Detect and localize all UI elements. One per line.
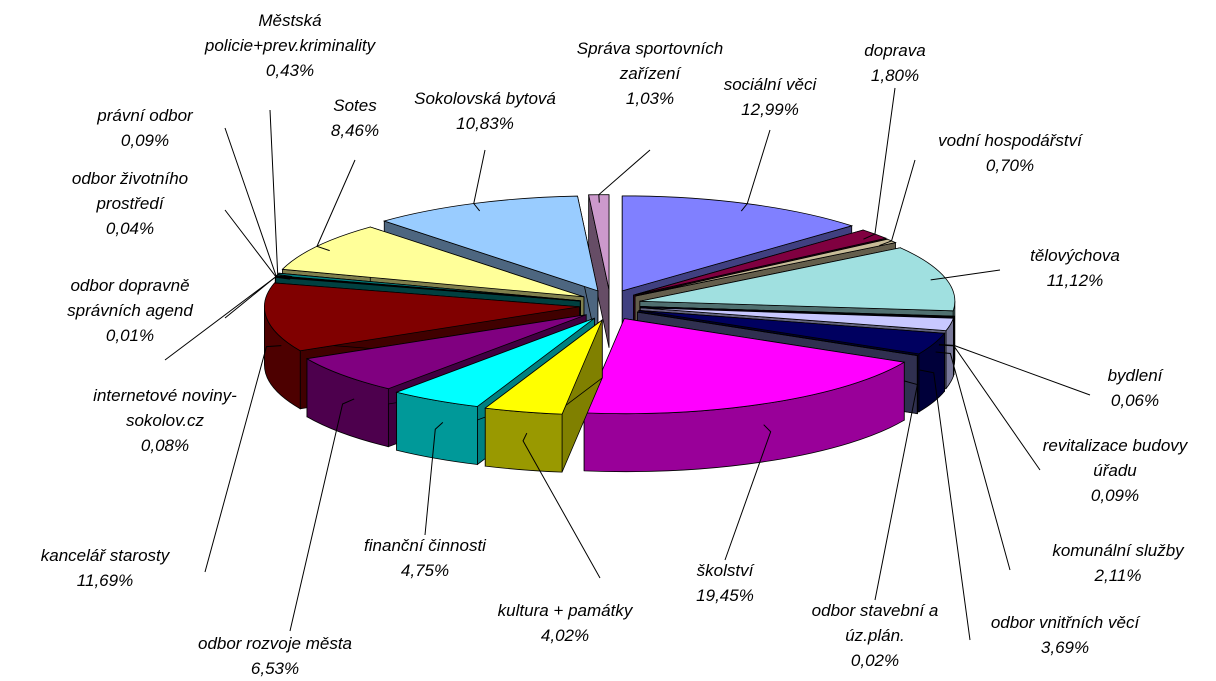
category: Správa sportovních zařízení: [576, 39, 724, 83]
category: Městská policie+prev.kriminality: [204, 11, 376, 55]
slice-top: [264, 282, 580, 352]
value-label: 2,11%: [1094, 566, 1142, 585]
category: Sokolovská bytová: [414, 89, 556, 108]
slice-label: Městská policie+prev.kriminality 0,43%: [190, 8, 390, 83]
slice-top: [484, 318, 604, 415]
category: vodní hospodářství: [938, 131, 1082, 150]
leader-line: [874, 380, 918, 601]
slice-label: odbor stavební a úz.plán. 0,02%: [800, 598, 950, 673]
category: odbor rozvoje města: [197, 634, 353, 653]
value-label: 6,53%: [250, 659, 300, 678]
leader-line: [939, 344, 1091, 396]
category: Sotes: [333, 96, 377, 115]
leader-line: [724, 424, 772, 561]
category: odbor vnitřních věcí: [990, 613, 1140, 632]
value-label: 1,80%: [870, 66, 920, 85]
leader-line: [740, 129, 771, 212]
slice: [583, 318, 906, 473]
category: odbor stavební a úz.plán.: [811, 601, 939, 645]
leader-line: [224, 209, 291, 280]
leader-line: [935, 351, 1011, 571]
leader-line: [930, 269, 1001, 281]
slice-label: Správa sportovních zařízení 1,03%: [550, 36, 750, 111]
category: právní odbor: [97, 106, 193, 125]
leader-line: [269, 109, 293, 278]
value-label: 12,99%: [741, 100, 799, 119]
leader-line: [938, 344, 1041, 471]
leader-line: [522, 432, 601, 579]
value-label: 8,46%: [330, 121, 380, 140]
slice-top: [637, 311, 919, 357]
slice: [588, 194, 610, 348]
leader-line: [424, 421, 444, 536]
leader-line: [204, 345, 282, 573]
slice-label: bydlení 0,06%: [1085, 363, 1185, 413]
category: bydlení: [1107, 366, 1163, 385]
slice-label: sociální věci 12,99%: [700, 72, 840, 122]
leader-line: [224, 127, 291, 279]
value-label: 4,75%: [400, 561, 450, 580]
slice-label: kancelář starosty 11,69%: [5, 543, 205, 593]
category: tělovýchova: [1030, 246, 1120, 265]
category: kancelář starosty: [40, 546, 170, 565]
slice-label: revitalizace budovy úřadu 0,09%: [1020, 433, 1210, 508]
category: finanční činnosti: [364, 536, 486, 555]
category: doprava: [864, 41, 926, 60]
value-label: 0,06%: [1110, 391, 1160, 410]
value-label: 0,43%: [265, 61, 315, 80]
slice-top: [583, 318, 906, 415]
slice-label: doprava 1,80%: [845, 38, 945, 88]
category: komunální služby: [1052, 541, 1184, 560]
category: kultura + památky: [497, 601, 633, 620]
category: sociální věci: [723, 75, 817, 94]
value-label: 19,45%: [696, 586, 754, 605]
category: školství: [696, 561, 754, 580]
leader-line: [863, 87, 896, 240]
slice-label: právní odbor 0,09%: [65, 103, 225, 153]
slice-top: [395, 317, 595, 407]
slice-label: Sotes 8,46%: [315, 93, 395, 143]
value-label: 11,69%: [76, 571, 134, 590]
value-label: 0,08%: [140, 436, 190, 455]
value-label: 0,04%: [105, 219, 155, 238]
slice-label: finanční činnosti 4,75%: [340, 533, 510, 583]
value-label: 0,09%: [120, 131, 170, 150]
category: odbor dopravně správních agend: [67, 276, 193, 320]
slice-top: [640, 307, 954, 332]
value-label: 0,09%: [1090, 486, 1140, 505]
slice-top: [305, 314, 587, 390]
slice-label: komunální služby 2,11%: [1023, 538, 1213, 588]
slice-label: kultura + památky 4,02%: [485, 598, 645, 648]
category: odbor životního prostředí: [71, 169, 189, 213]
slice-top: [638, 310, 946, 355]
slice-label: tělovýchova 11,12%: [1000, 243, 1150, 293]
slice-label: odbor životního prostředí 0,04%: [40, 166, 220, 241]
leader-line: [598, 149, 651, 203]
value-label: 1,03%: [625, 89, 675, 108]
value-label: 0,01%: [105, 326, 155, 345]
slice-top: [640, 306, 955, 318]
value-label: 10,83%: [456, 114, 514, 133]
slice-label: internetové noviny-sokolov.cz 0,08%: [65, 383, 265, 458]
slice-label: Sokolovská bytová 10,83%: [385, 86, 585, 136]
leader-line: [289, 398, 355, 632]
slice-label: odbor dopravně správních agend 0,01%: [35, 273, 225, 348]
leader-line: [879, 159, 916, 247]
slice-label: vodní hospodářství 0,70%: [910, 128, 1110, 178]
value-label: 4,02%: [540, 626, 590, 645]
slice-label: odbor vnitřních věcí 3,69%: [980, 610, 1150, 660]
leader-line: [473, 149, 486, 212]
leader-line: [919, 369, 971, 641]
value-label: 0,70%: [985, 156, 1035, 175]
leader-line: [316, 159, 356, 252]
value-label: 3,69%: [1040, 638, 1090, 657]
category: revitalizace budovy úřadu: [1042, 436, 1188, 480]
value-label: 11,12%: [1046, 271, 1104, 290]
slice-label: odbor rozvoje města 6,53%: [170, 631, 380, 681]
slice-label: školství 19,45%: [675, 558, 775, 608]
value-label: 0,02%: [850, 651, 900, 670]
category: internetové noviny-sokolov.cz: [93, 386, 237, 430]
